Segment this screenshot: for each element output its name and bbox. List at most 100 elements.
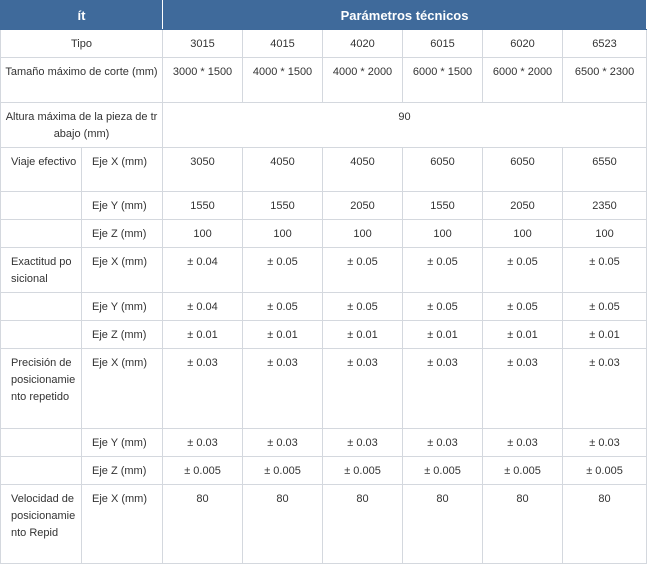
cell: ± 0.005 xyxy=(162,456,244,485)
cell: ± 0.005 xyxy=(242,456,324,485)
cell: 6550 xyxy=(562,147,647,192)
cell: 4000 * 2000 xyxy=(322,57,404,103)
cell: 80 xyxy=(562,484,647,564)
cell: 1550 xyxy=(162,191,244,220)
row-label: Altura máxima de la pieza de trabajo (mm… xyxy=(0,102,164,148)
cell: 6000 * 1500 xyxy=(402,57,484,103)
row-precision-x: Precisión de posicionamiento repetido Ej… xyxy=(0,348,647,429)
axis-label: Eje Y (mm) xyxy=(80,428,164,457)
row-precision-y: Eje Y (mm) ± 0.03 ± 0.03 ± 0.03 ± 0.03 ±… xyxy=(0,428,647,457)
axis-label: Eje X (mm) xyxy=(80,247,164,293)
row-exactitud-y: Eje Y (mm) ± 0.04 ± 0.05 ± 0.05 ± 0.05 ±… xyxy=(0,292,647,321)
cell: 2050 xyxy=(482,191,564,220)
cell: ± 0.005 xyxy=(322,456,404,485)
cell: ± 0.03 xyxy=(242,348,324,429)
cell: ± 0.005 xyxy=(562,456,647,485)
cell: 100 xyxy=(562,219,647,248)
cell: ± 0.01 xyxy=(402,320,484,349)
cell: 4000 * 1500 xyxy=(242,57,324,103)
cell: ± 0.05 xyxy=(242,292,324,321)
cell: ± 0.03 xyxy=(322,348,404,429)
cell: ± 0.05 xyxy=(482,247,564,293)
cell: 4015 xyxy=(242,29,324,58)
row-exactitud-z: Eje Z (mm) ± 0.01 ± 0.01 ± 0.01 ± 0.01 ±… xyxy=(0,320,647,349)
cell: ± 0.005 xyxy=(482,456,564,485)
cell: 100 xyxy=(402,219,484,248)
cell: 4050 xyxy=(322,147,404,192)
cell: ± 0.04 xyxy=(162,292,244,321)
cell: 1550 xyxy=(242,191,324,220)
axis-label: Eje Y (mm) xyxy=(80,191,164,220)
cell: ± 0.05 xyxy=(562,247,647,293)
cell: ± 0.03 xyxy=(322,428,404,457)
cell: ± 0.03 xyxy=(482,428,564,457)
axis-label: Eje Z (mm) xyxy=(80,320,164,349)
cell: ± 0.01 xyxy=(162,320,244,349)
row-group-label: Velocidad de posicionamiento Repid xyxy=(0,484,82,564)
empty-cell xyxy=(0,456,82,485)
cell: ± 0.03 xyxy=(242,428,324,457)
empty-cell xyxy=(0,191,82,220)
row-tamano: Tamaño máximo de corte (mm) 3000 * 1500 … xyxy=(0,57,647,103)
empty-cell xyxy=(0,292,82,321)
cell: ± 0.04 xyxy=(162,247,244,293)
cell: 2050 xyxy=(322,191,404,220)
cell: 6000 * 2000 xyxy=(482,57,564,103)
cell: 80 xyxy=(402,484,484,564)
cell: ± 0.03 xyxy=(402,428,484,457)
cell: 80 xyxy=(162,484,244,564)
cell: 6020 xyxy=(482,29,564,58)
cell: ± 0.03 xyxy=(482,348,564,429)
cell: ± 0.05 xyxy=(322,247,404,293)
row-exactitud-x: Exactitud posicional Eje X (mm) ± 0.04 ±… xyxy=(0,247,647,293)
cell: 80 xyxy=(322,484,404,564)
axis-label: Eje X (mm) xyxy=(80,484,164,564)
cell: 6500 * 2300 xyxy=(562,57,647,103)
cell: 4020 xyxy=(322,29,404,58)
cell: ± 0.05 xyxy=(402,292,484,321)
axis-label: Eje Z (mm) xyxy=(80,456,164,485)
row-label: Tamaño máximo de corte (mm) xyxy=(0,57,164,103)
cell: 4050 xyxy=(242,147,324,192)
cell: 100 xyxy=(242,219,324,248)
row-viaje-y: Eje Y (mm) 1550 1550 2050 1550 2050 2350 xyxy=(0,191,647,220)
axis-label: Eje X (mm) xyxy=(80,348,164,429)
cell: ± 0.01 xyxy=(322,320,404,349)
row-group-label: Viaje efectivo xyxy=(0,147,82,192)
row-velocidad-x: Velocidad de posicionamiento Repid Eje X… xyxy=(0,484,647,564)
cell: 3015 xyxy=(162,29,244,58)
row-viaje-x: Viaje efectivo Eje X (mm) 3050 4050 4050… xyxy=(0,147,647,192)
cell: ± 0.03 xyxy=(402,348,484,429)
cell: 100 xyxy=(322,219,404,248)
row-altura: Altura máxima de la pieza de trabajo (mm… xyxy=(0,102,647,148)
cell: 80 xyxy=(242,484,324,564)
cell: 2350 xyxy=(562,191,647,220)
row-label: Tipo xyxy=(0,29,164,58)
cell: ± 0.01 xyxy=(562,320,647,349)
cell: ± 0.03 xyxy=(562,428,647,457)
axis-label: Eje Y (mm) xyxy=(80,292,164,321)
cell: ± 0.05 xyxy=(482,292,564,321)
header-item: ít xyxy=(0,0,164,30)
header-params: Parámetros técnicos xyxy=(162,0,647,30)
cell: 3050 xyxy=(162,147,244,192)
empty-cell xyxy=(0,219,82,248)
cell: 3000 * 1500 xyxy=(162,57,244,103)
cell: 100 xyxy=(162,219,244,248)
row-group-label: Precisión de posicionamiento repetido xyxy=(0,348,82,429)
cell: ± 0.01 xyxy=(242,320,324,349)
cell: ± 0.03 xyxy=(162,428,244,457)
cell: 6015 xyxy=(402,29,484,58)
cell: ± 0.05 xyxy=(402,247,484,293)
cell: ± 0.05 xyxy=(322,292,404,321)
cell: 90 xyxy=(162,102,647,148)
empty-cell xyxy=(0,320,82,349)
cell: 1550 xyxy=(402,191,484,220)
cell: ± 0.03 xyxy=(162,348,244,429)
cell: 6523 xyxy=(562,29,647,58)
cell: ± 0.03 xyxy=(562,348,647,429)
cell: 100 xyxy=(482,219,564,248)
row-viaje-z: Eje Z (mm) 100 100 100 100 100 100 xyxy=(0,219,647,248)
row-tipo: Tipo 3015 4015 4020 6015 6020 6523 xyxy=(0,29,647,58)
